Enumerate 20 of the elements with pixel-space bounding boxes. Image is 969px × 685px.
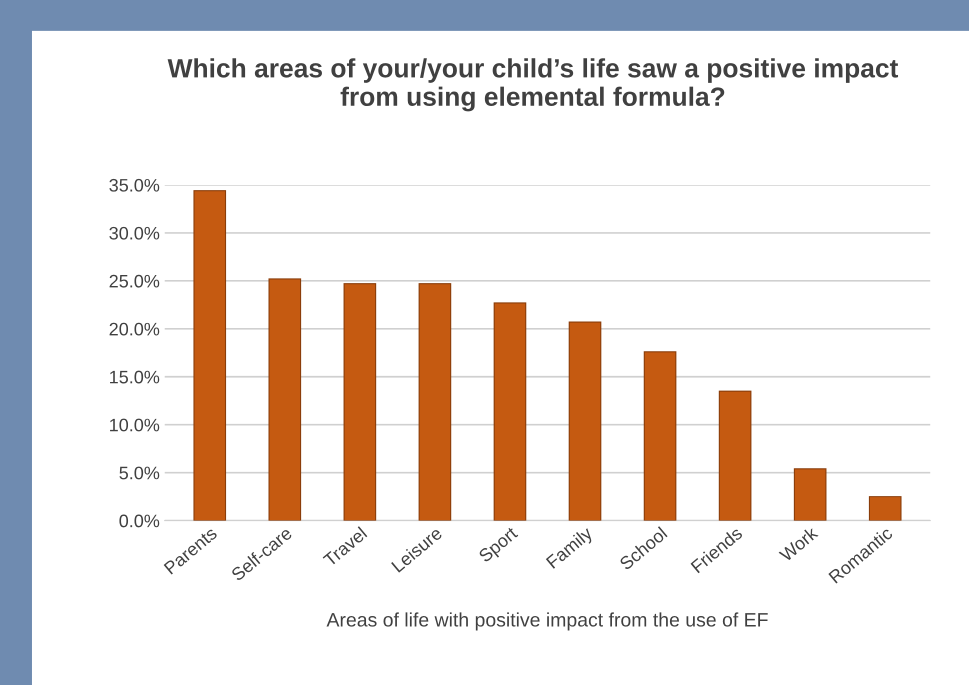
- bar: [344, 283, 376, 521]
- x-axis-title: Areas of life with positive impact from the use of EF: [326, 612, 768, 630]
- y-tick-label: 5.0%: [119, 466, 160, 480]
- chart-title: Which areas of your/your child’s life saw a positive impact from using elemental formula?: [168, 58, 898, 112]
- y-tick-label: 0.0%: [119, 514, 160, 528]
- y-tick-label: 30.0%: [109, 226, 160, 240]
- bar: [268, 278, 302, 521]
- y-tick-label: 35.0%: [109, 178, 160, 192]
- bar: [794, 468, 826, 521]
- bar: [718, 390, 752, 521]
- y-tick-label: 25.0%: [110, 274, 160, 288]
- bar: [494, 302, 526, 521]
- bar: [568, 322, 602, 521]
- bar: [868, 496, 902, 521]
- y-tick-label: 20.0%: [110, 322, 160, 336]
- bar: [418, 283, 452, 521]
- bar: [193, 190, 226, 521]
- y-tick-label: 15.0%: [110, 370, 160, 384]
- bar: [644, 351, 676, 521]
- y-tick-label: 10.0%: [110, 418, 160, 432]
